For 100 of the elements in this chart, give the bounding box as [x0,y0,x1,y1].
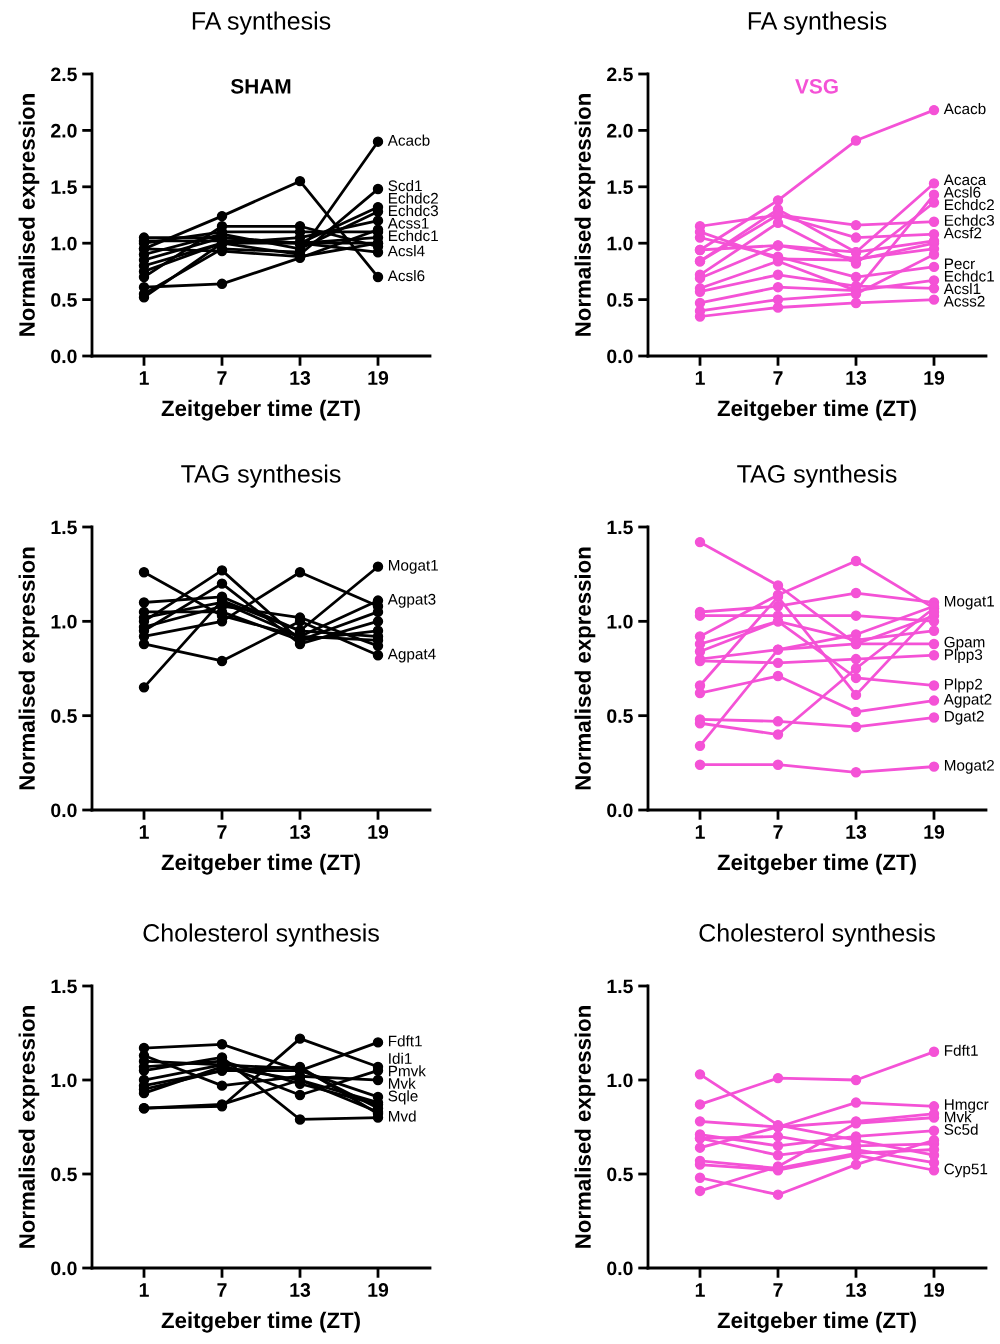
y-tick-label: 1.0 [51,236,77,251]
series-label: Pecr [944,258,975,270]
x-tick-label: 1 [139,1283,149,1297]
series-label: Pmvk [388,1065,426,1077]
chart-title: TAG synthesis [737,464,897,488]
x-tick-label: 1 [139,371,149,385]
series-label: Echdc1 [388,229,438,242]
y-tick-label: 0.0 [607,1261,633,1276]
y-tick-label: 2.5 [607,67,633,82]
series-label: Sc5d [944,1123,978,1135]
series-label: Echdc2 [388,192,438,204]
chart-subtitle: SHAM [230,78,291,94]
y-tick-label: 0.5 [51,293,77,307]
x-tick-label: 1 [695,371,705,385]
x-axis-title: Zeitgeber time (ZT) [717,399,916,421]
x-tick-label: 19 [368,825,389,839]
series-label: Acaca [943,174,987,186]
series-label: Echdc3 [388,204,439,217]
y-tick-label: 2.0 [51,123,77,138]
x-tick-label: 19 [924,1283,945,1297]
series-label: Mogat1 [388,560,438,574]
series-label: Acsl6 [943,186,981,198]
y-tick-label: 1.0 [607,236,633,251]
x-tick-label: 13 [846,1283,867,1297]
x-axis-title: Zeitgeber time (ZT) [161,1311,360,1333]
x-tick-label: 13 [290,825,311,839]
y-tick-label: 1.5 [607,180,633,195]
y-tick-label: 0.0 [51,1261,77,1276]
y-tick-label: 1.5 [607,979,633,994]
series-label: Echdc3 [944,214,995,226]
y-tick-label: 1.0 [607,1073,633,1088]
x-axis-title: Zeitgeber time (ZT) [717,1311,916,1333]
x-tick-label: 13 [290,1283,311,1297]
x-tick-label: 13 [846,371,867,385]
series-label: Acacb [387,134,430,146]
x-axis-title: Zeitgeber time (ZT) [717,853,916,875]
series-label: Plpp2 [944,678,983,693]
y-tick-label: 0.0 [607,803,633,818]
x-tick-label: 19 [924,371,945,385]
x-tick-label: 7 [773,825,783,839]
x-tick-label: 7 [773,371,783,385]
series-label: Agpat3 [387,593,436,608]
series-label: Fdft1 [944,1044,978,1056]
y-tick-label: 1.5 [51,520,77,535]
series-label: Mogat1 [944,595,994,610]
y-tick-label: 1.0 [51,614,77,629]
series-label: Agpat2 [943,693,992,708]
series-label: Echdc1 [944,270,994,282]
x-tick-label: 19 [368,371,389,385]
x-tick-label: 1 [695,825,705,839]
x-tick-label: 1 [139,825,149,839]
y-tick-label: 0.5 [51,1167,77,1182]
y-tick-label: 0.5 [607,293,633,307]
y-axis-title: Normalised expression [574,94,596,336]
series-label: Mvk [944,1111,972,1123]
y-tick-label: 0.5 [607,709,633,723]
x-tick-label: 13 [846,825,867,839]
y-tick-label: 1.0 [607,614,633,629]
x-tick-label: 19 [924,825,945,839]
series-label: Acss2 [943,295,985,307]
series-label: Fdft1 [388,1035,422,1047]
x-tick-label: 7 [217,1283,227,1297]
y-tick-label: 0.0 [607,349,633,364]
y-axis-title: Normalised expression [18,547,40,790]
series-label: Idi1 [389,1052,412,1064]
series-label: Agpat4 [387,648,436,663]
x-tick-label: 7 [217,825,227,839]
y-axis-title: Normalised expression [574,1006,596,1248]
series-label: Acacb [943,102,986,115]
x-tick-label: 7 [217,371,227,385]
y-tick-label: 0.0 [51,349,77,364]
y-axis-title: Normalised expression [574,547,596,790]
y-tick-label: 0.5 [51,709,77,723]
chart-title: TAG synthesis [181,464,341,488]
x-axis-title: Zeitgeber time (ZT) [161,853,360,875]
x-tick-label: 7 [773,1283,783,1297]
chart-title: FA synthesis [748,11,887,35]
chart-title: Cholesterol synthesis [699,923,935,947]
series-label: Acsl1 [943,282,981,295]
series-label: Acsl4 [387,245,425,257]
y-tick-label: 0.5 [607,1167,633,1182]
y-tick-label: 1.5 [51,979,77,994]
series-label: Mvk [388,1077,416,1089]
series-label: Acsf2 [943,227,982,239]
chart-subtitle: VSG [795,78,838,94]
series-label: Mvd [388,1110,416,1122]
y-tick-label: 1.0 [51,1073,77,1088]
series-label: Dgat2 [944,710,984,725]
series-label: Cyp51 [944,1163,988,1178]
x-tick-label: 19 [368,1283,389,1297]
series-label: Hmgcr [944,1099,989,1113]
series-label: Acss1 [387,218,429,229]
chart-title: FA synthesis [192,11,331,35]
x-tick-label: 1 [695,1283,705,1297]
y-tick-label: 1.5 [51,180,77,195]
series-label: Mogat2 [944,759,994,774]
series-label: Acsl6 [387,269,425,282]
y-tick-label: 0.0 [51,803,77,818]
y-tick-label: 2.0 [607,123,633,138]
y-tick-label: 2.5 [51,67,77,82]
